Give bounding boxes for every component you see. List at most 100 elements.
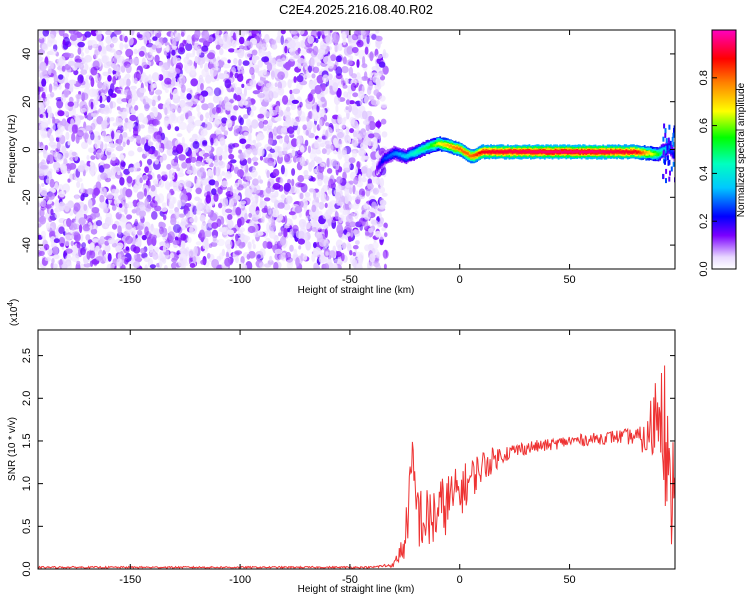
noise-speckle (89, 225, 97, 230)
noise-speckle (58, 226, 65, 234)
noise-speckle (194, 55, 199, 64)
noise-speckle (221, 117, 228, 124)
noise-speckle (217, 67, 222, 75)
noise-speckle (174, 209, 180, 219)
ridge-cell (456, 146, 458, 150)
noise-speckle (143, 188, 147, 197)
noise-speckle (65, 131, 70, 141)
noise-speckle (142, 31, 151, 41)
noise-speckle (344, 194, 350, 205)
ridge-cell (442, 142, 445, 146)
noise-speckle (343, 229, 348, 235)
y-tick-label: 0 (21, 146, 33, 152)
noise-speckle (154, 205, 162, 212)
noise-speckle (336, 87, 342, 98)
noise-speckle (252, 243, 256, 250)
noise-speckle (54, 211, 60, 219)
ridge-cell (460, 149, 463, 152)
noise-speckle (285, 106, 291, 112)
noise-speckle (257, 60, 263, 68)
noise-speckle (194, 196, 201, 202)
noise-speckle (199, 95, 204, 101)
ridge-cell (603, 150, 606, 153)
noise-speckle (44, 257, 52, 262)
noise-speckle (209, 59, 214, 65)
noise-speckle (249, 110, 254, 117)
noise-speckle (70, 240, 74, 247)
noise-speckle (172, 149, 179, 156)
noise-speckle (372, 241, 379, 249)
noise-speckle (84, 31, 92, 38)
noise-speckle (159, 156, 164, 164)
noise-speckle (205, 158, 213, 164)
noise-speckle (118, 203, 123, 208)
noise-speckle (97, 81, 103, 89)
noise-speckle (241, 83, 245, 88)
noise-speckle (151, 72, 160, 82)
noise-speckle (238, 36, 245, 45)
noise-speckle (289, 56, 296, 62)
noise-speckle (202, 171, 207, 179)
noise-speckle (195, 209, 202, 215)
noise-speckle (111, 242, 118, 248)
noise-speckle (46, 170, 53, 181)
noise-speckle (259, 146, 265, 157)
noise-speckle (265, 83, 272, 88)
noise-speckle (145, 134, 152, 140)
noise-speckle (180, 199, 186, 207)
noise-speckle (201, 45, 209, 52)
noise-speckle (256, 142, 262, 148)
noise-speckle (87, 112, 92, 121)
noise-speckle (97, 73, 102, 82)
noise-speckle (237, 218, 242, 228)
noise-speckle (180, 31, 185, 37)
noise-speckle (99, 194, 105, 203)
noise-speckle (315, 248, 323, 258)
noise-speckle (316, 233, 323, 243)
noise-speckle (34, 127, 37, 134)
noise-speckle (200, 177, 208, 186)
ridge-edge-streak (672, 153, 675, 159)
noise-speckle (187, 117, 194, 124)
noise-speckle (41, 183, 45, 187)
noise-speckle (110, 166, 116, 176)
noise-speckle (98, 45, 102, 52)
noise-speckle (325, 251, 329, 256)
noise-speckle (299, 156, 306, 167)
noise-speckle (246, 118, 252, 127)
ridge-cell (382, 158, 385, 161)
noise-speckle (202, 141, 208, 147)
noise-speckle (44, 144, 49, 151)
noise-speckle (53, 254, 60, 260)
noise-speckle (316, 74, 325, 84)
noise-speckle (310, 30, 318, 39)
noise-speckle (328, 250, 336, 258)
noise-speckle (298, 212, 302, 218)
noise-speckle (378, 213, 382, 219)
noise-speckle (94, 94, 99, 102)
noise-speckle (360, 166, 368, 174)
noise-speckle (159, 241, 166, 246)
noise-speckle (342, 38, 347, 46)
noise-speckle (308, 188, 315, 193)
noise-speckle (180, 75, 186, 85)
ridge-cell (496, 149, 498, 153)
ridge-cell (523, 150, 526, 153)
noise-speckle (274, 145, 282, 152)
ridge-edge-streak (673, 125, 675, 131)
noise-speckle (176, 172, 185, 177)
noise-speckle (355, 240, 360, 245)
noise-speckle (195, 160, 202, 167)
noise-speckle (281, 127, 287, 133)
noise-speckle (348, 100, 355, 105)
noise-speckle (228, 198, 234, 208)
ridge-cell (597, 149, 600, 153)
ridge-cell (408, 153, 411, 157)
noise-speckle (292, 155, 298, 163)
noise-speckle (267, 181, 271, 188)
ridge-cell (591, 150, 594, 153)
noise-speckle (38, 169, 45, 176)
noise-speckle (147, 128, 154, 134)
noise-speckle (82, 223, 91, 232)
noise-speckle (352, 245, 359, 250)
